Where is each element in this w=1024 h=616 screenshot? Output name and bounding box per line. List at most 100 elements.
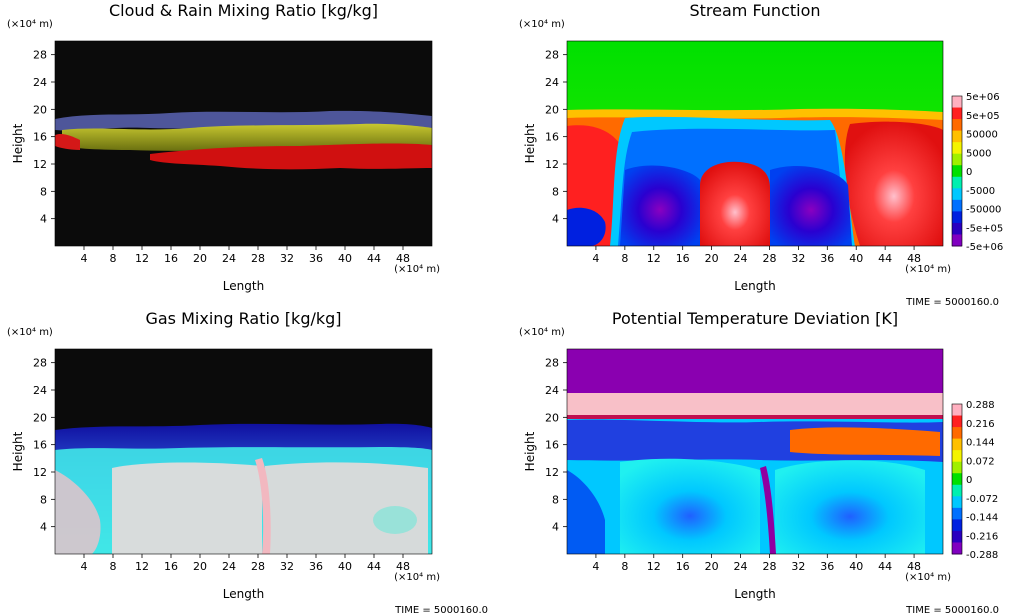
x-tick-label: 4 [81, 560, 88, 573]
y-tick-label: 12 [545, 158, 559, 171]
x-tick-label: 8 [621, 560, 628, 573]
colorbar-label: 0.072 [966, 456, 995, 467]
y-tick-label: 24 [545, 384, 559, 397]
x-tick-label: 24 [222, 560, 236, 573]
sf-lower-left-vortex [567, 207, 606, 246]
colorbar-frame [951, 95, 963, 247]
sf-right-cell [844, 121, 943, 246]
x-tick-label: 8 [110, 560, 117, 573]
ptd-warm-patch [790, 427, 940, 456]
ptd-cell-left [620, 458, 760, 554]
ptd-red-line [567, 415, 943, 419]
cloud-water-band [62, 123, 432, 151]
plot-frame [54, 348, 433, 555]
colorbar-segment [952, 176, 962, 189]
x-tick-label: 16 [164, 560, 178, 573]
colorbar-segment [952, 484, 962, 497]
colorbar-label: 0 [966, 167, 972, 178]
colorbar-segment [952, 461, 962, 474]
time-label: TIME = 5000160.0 [905, 297, 999, 308]
colorbar-segment [952, 153, 962, 166]
gas-pink-streak [255, 458, 271, 554]
x-tick-label: 20 [193, 560, 207, 573]
colorbar-segment [952, 415, 962, 428]
x-tick-label: 4 [592, 252, 599, 265]
colorbar-label: 0.216 [966, 419, 995, 430]
y-tick-label: 24 [33, 384, 47, 397]
ptd-purple-streak [760, 466, 776, 554]
y-tick-label: 4 [40, 213, 47, 226]
colorbar-segment [952, 199, 962, 212]
x-tick-label: 40 [338, 560, 352, 573]
colorbar-segment [952, 119, 962, 132]
panel-potential-temperature [566, 348, 944, 555]
colorbar-segment [952, 188, 962, 201]
x-tick-label: 24 [222, 252, 236, 265]
gas-pale-cell-left [112, 462, 262, 554]
x-tick-label: 48 [907, 560, 921, 573]
sf-red-cell-center [700, 161, 770, 246]
x-tick-label: 28 [251, 252, 265, 265]
colorbar-label: 0 [966, 475, 972, 486]
x-tick-label: 44 [367, 252, 381, 265]
colorbar-label: -0.216 [966, 531, 998, 542]
y-tick-label: 28 [545, 357, 559, 370]
colorbar-label: -0.072 [966, 494, 998, 505]
x-axis-label: Length [223, 279, 264, 293]
chart-title: Stream Function [689, 1, 820, 20]
x-tick-label: 36 [820, 252, 834, 265]
colorbar-segment [952, 530, 962, 543]
y-tick-label: 8 [40, 185, 47, 198]
y-tick-label: 16 [545, 439, 559, 452]
gas-left-plume [55, 470, 101, 554]
y-axis-label: Height [11, 431, 25, 471]
y-tick-label: 16 [33, 131, 47, 144]
panel-gas-mixing [54, 348, 433, 555]
time-label: TIME = 5000160.0 [394, 605, 488, 616]
x-tick-label: 24 [734, 560, 748, 573]
colorbar-segment [952, 438, 962, 451]
y-tick-label: 4 [552, 213, 559, 226]
x-tick-label: 12 [647, 560, 661, 573]
x-tick-label: 28 [251, 560, 265, 573]
x-unit-label: (×10⁴ m) [905, 264, 951, 275]
x-tick-label: 32 [280, 560, 294, 573]
colorbar-label: -5e+05 [966, 223, 1003, 234]
x-axis-label: Length [223, 587, 264, 601]
y-tick-label: 20 [33, 411, 47, 424]
colorbar-label: 5000 [966, 148, 991, 159]
y-unit-label: (×10⁴ m) [519, 19, 565, 30]
y-tick-label: 8 [40, 493, 47, 506]
x-unit-label: (×10⁴ m) [905, 572, 951, 583]
y-tick-label: 20 [545, 411, 559, 424]
sf-blue-cell-left [620, 165, 700, 246]
x-tick-label: 28 [762, 560, 776, 573]
colorbar-segment [952, 142, 962, 155]
colorbar-segment [952, 234, 962, 247]
colorbar-label: 0.144 [966, 438, 995, 449]
plot-frame [566, 348, 944, 555]
x-tick-label: 48 [907, 252, 921, 265]
colorbar-segment [952, 211, 962, 224]
y-tick-label: 12 [33, 158, 47, 171]
x-tick-label: 12 [135, 252, 149, 265]
sf-blue-cell-right [770, 165, 852, 246]
y-tick-label: 28 [33, 49, 47, 62]
x-tick-label: 44 [367, 560, 381, 573]
y-tick-label: 12 [33, 466, 47, 479]
colorbar-label: -0.144 [966, 513, 998, 524]
y-tick-label: 28 [33, 357, 47, 370]
x-tick-label: 32 [791, 252, 805, 265]
colorbar-label: 50000 [966, 130, 998, 141]
x-tick-label: 24 [734, 252, 748, 265]
colorbar-segment [952, 496, 962, 509]
y-tick-label: 4 [40, 521, 47, 534]
x-tick-label: 36 [820, 560, 834, 573]
colorbar-segment [952, 165, 962, 178]
x-unit-label: (×10⁴ m) [394, 264, 440, 275]
colorbar-segment [952, 222, 962, 235]
x-tick-label: 40 [338, 252, 352, 265]
chart-title: Potential Temperature Deviation [K] [612, 309, 898, 328]
x-tick-label: 40 [849, 252, 863, 265]
x-tick-label: 40 [849, 560, 863, 573]
